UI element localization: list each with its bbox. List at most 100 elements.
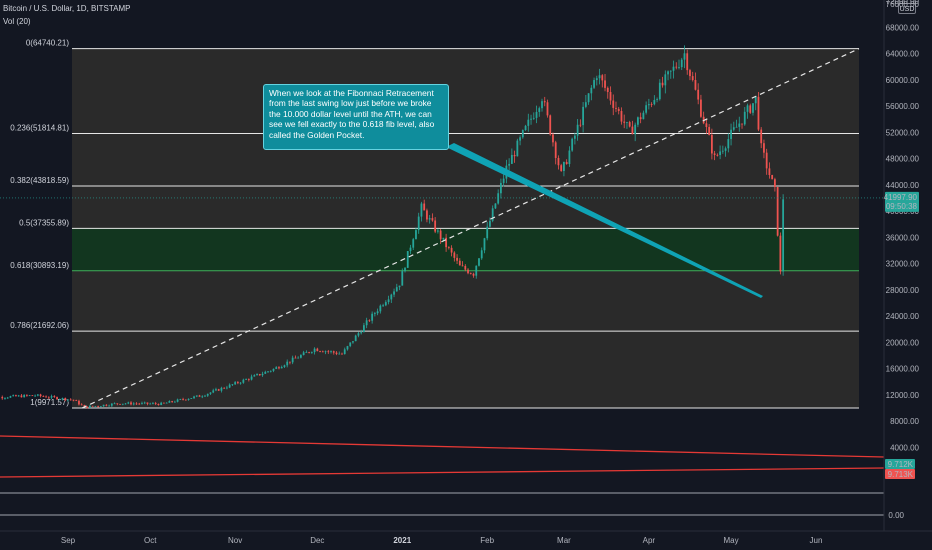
candle-body: [275, 367, 278, 369]
candle-body: [538, 108, 541, 112]
volume-badge-1[interactable]: [885, 459, 915, 469]
currency-badge[interactable]: USD: [898, 3, 916, 14]
candle-body: [563, 162, 565, 171]
fib-level-label: 0.786(21692.06): [10, 321, 69, 330]
candle-body: [521, 130, 524, 138]
candle-body: [615, 107, 617, 109]
candle-body: [141, 402, 143, 404]
candle-body: [89, 405, 91, 408]
candle-body: [12, 395, 15, 397]
callout-pointer: [446, 143, 763, 298]
candle-body: [26, 394, 28, 396]
candle-body: [34, 395, 37, 397]
candle-body: [50, 396, 53, 398]
candle-body: [132, 403, 135, 405]
candle-body: [215, 389, 217, 391]
time-axis[interactable]: Sep Oct Nov Dec 2021 Feb Mar Apr May Jun: [61, 536, 823, 545]
candle-body: [316, 348, 319, 352]
last-price-badge[interactable]: [885, 191, 919, 212]
volume-badge-2[interactable]: [885, 469, 915, 479]
candle-body: [480, 250, 483, 259]
volume-tick-label: 0.00: [888, 511, 904, 520]
candle-body: [549, 115, 552, 135]
candle-body: [730, 129, 732, 140]
candle-body: [576, 124, 579, 136]
candle-body: [4, 397, 6, 399]
candle-body: [637, 117, 639, 125]
candle-body: [565, 162, 568, 165]
volume-indicator-label[interactable]: Vol (20): [3, 17, 31, 26]
candle-body: [678, 67, 680, 68]
candle-body: [234, 382, 237, 385]
candle-body: [313, 348, 316, 353]
price-tick-label: 24000.00: [886, 312, 920, 321]
candle-body: [516, 140, 519, 157]
candle-body: [428, 218, 431, 220]
candle-body: [519, 137, 521, 141]
candle-body: [272, 368, 275, 371]
candle-body: [193, 396, 195, 399]
candle-body: [401, 271, 404, 286]
candle-body: [680, 59, 683, 68]
candle-body: [409, 247, 412, 252]
candle-body: [61, 398, 64, 400]
candle-body: [47, 397, 50, 399]
candle-body: [735, 126, 738, 128]
candle-body: [749, 105, 752, 113]
candle-body: [15, 395, 17, 397]
trend-drawings[interactable]: [0, 0, 932, 532]
candle-body: [579, 124, 582, 126]
fibonacci-retracement-zone[interactable]: 0(64740.21) 0.236(51814.81) 0.382(43818.59…: [10, 39, 859, 409]
candle-body: [179, 399, 182, 400]
price-tick-label: 52000.00: [886, 128, 920, 137]
candle-body: [771, 175, 774, 180]
candle-body: [130, 402, 132, 405]
candle-body: [631, 126, 634, 135]
candle-body: [354, 335, 357, 342]
red-trendline-upper[interactable]: [0, 435, 885, 458]
candle-body: [9, 396, 12, 398]
candle-body: [308, 352, 311, 353]
candle-body: [541, 101, 543, 109]
candle-body: [442, 237, 445, 240]
red-trendline-lower[interactable]: [0, 467, 885, 478]
annotation-callout[interactable]: When we look at the Fibonnaci Retracemen…: [263, 84, 449, 150]
fib-level-label: 1(9971.57): [30, 398, 69, 407]
candle-body: [31, 395, 34, 397]
candle-body: [116, 403, 119, 405]
candle-body: [146, 402, 149, 404]
candle-body: [661, 82, 664, 86]
candle-body: [393, 291, 395, 295]
candle-body: [502, 178, 505, 183]
candle-body: [157, 403, 160, 405]
candle-body: [760, 129, 763, 144]
candle-body: [245, 379, 247, 380]
candle-body: [149, 403, 152, 405]
candle-body: [302, 352, 305, 356]
candle-body: [532, 117, 535, 119]
candle-body: [168, 401, 171, 403]
price-tick-label: 76000.00: [886, 0, 920, 9]
fib-trend-dashed-line[interactable]: [81, 48, 860, 409]
candle-body: [508, 163, 511, 166]
candle-body: [584, 102, 587, 107]
candle-body: [535, 111, 538, 118]
candle-body: [80, 404, 83, 406]
candle-body: [1, 397, 4, 399]
candle-body: [278, 367, 280, 369]
candle-body: [121, 403, 124, 405]
candle-body: [412, 239, 415, 248]
candle-body: [171, 401, 174, 402]
candle-body: [198, 395, 201, 397]
candle-body: [36, 394, 39, 396]
candle-body: [327, 351, 330, 353]
candle-body: [431, 218, 434, 221]
candle-body: [458, 260, 461, 266]
candle-body: [667, 71, 669, 75]
candle-body: [91, 405, 94, 407]
price-tick-label: 64000.00: [886, 50, 920, 59]
candle-body: [628, 122, 631, 127]
candle-body: [321, 351, 324, 353]
